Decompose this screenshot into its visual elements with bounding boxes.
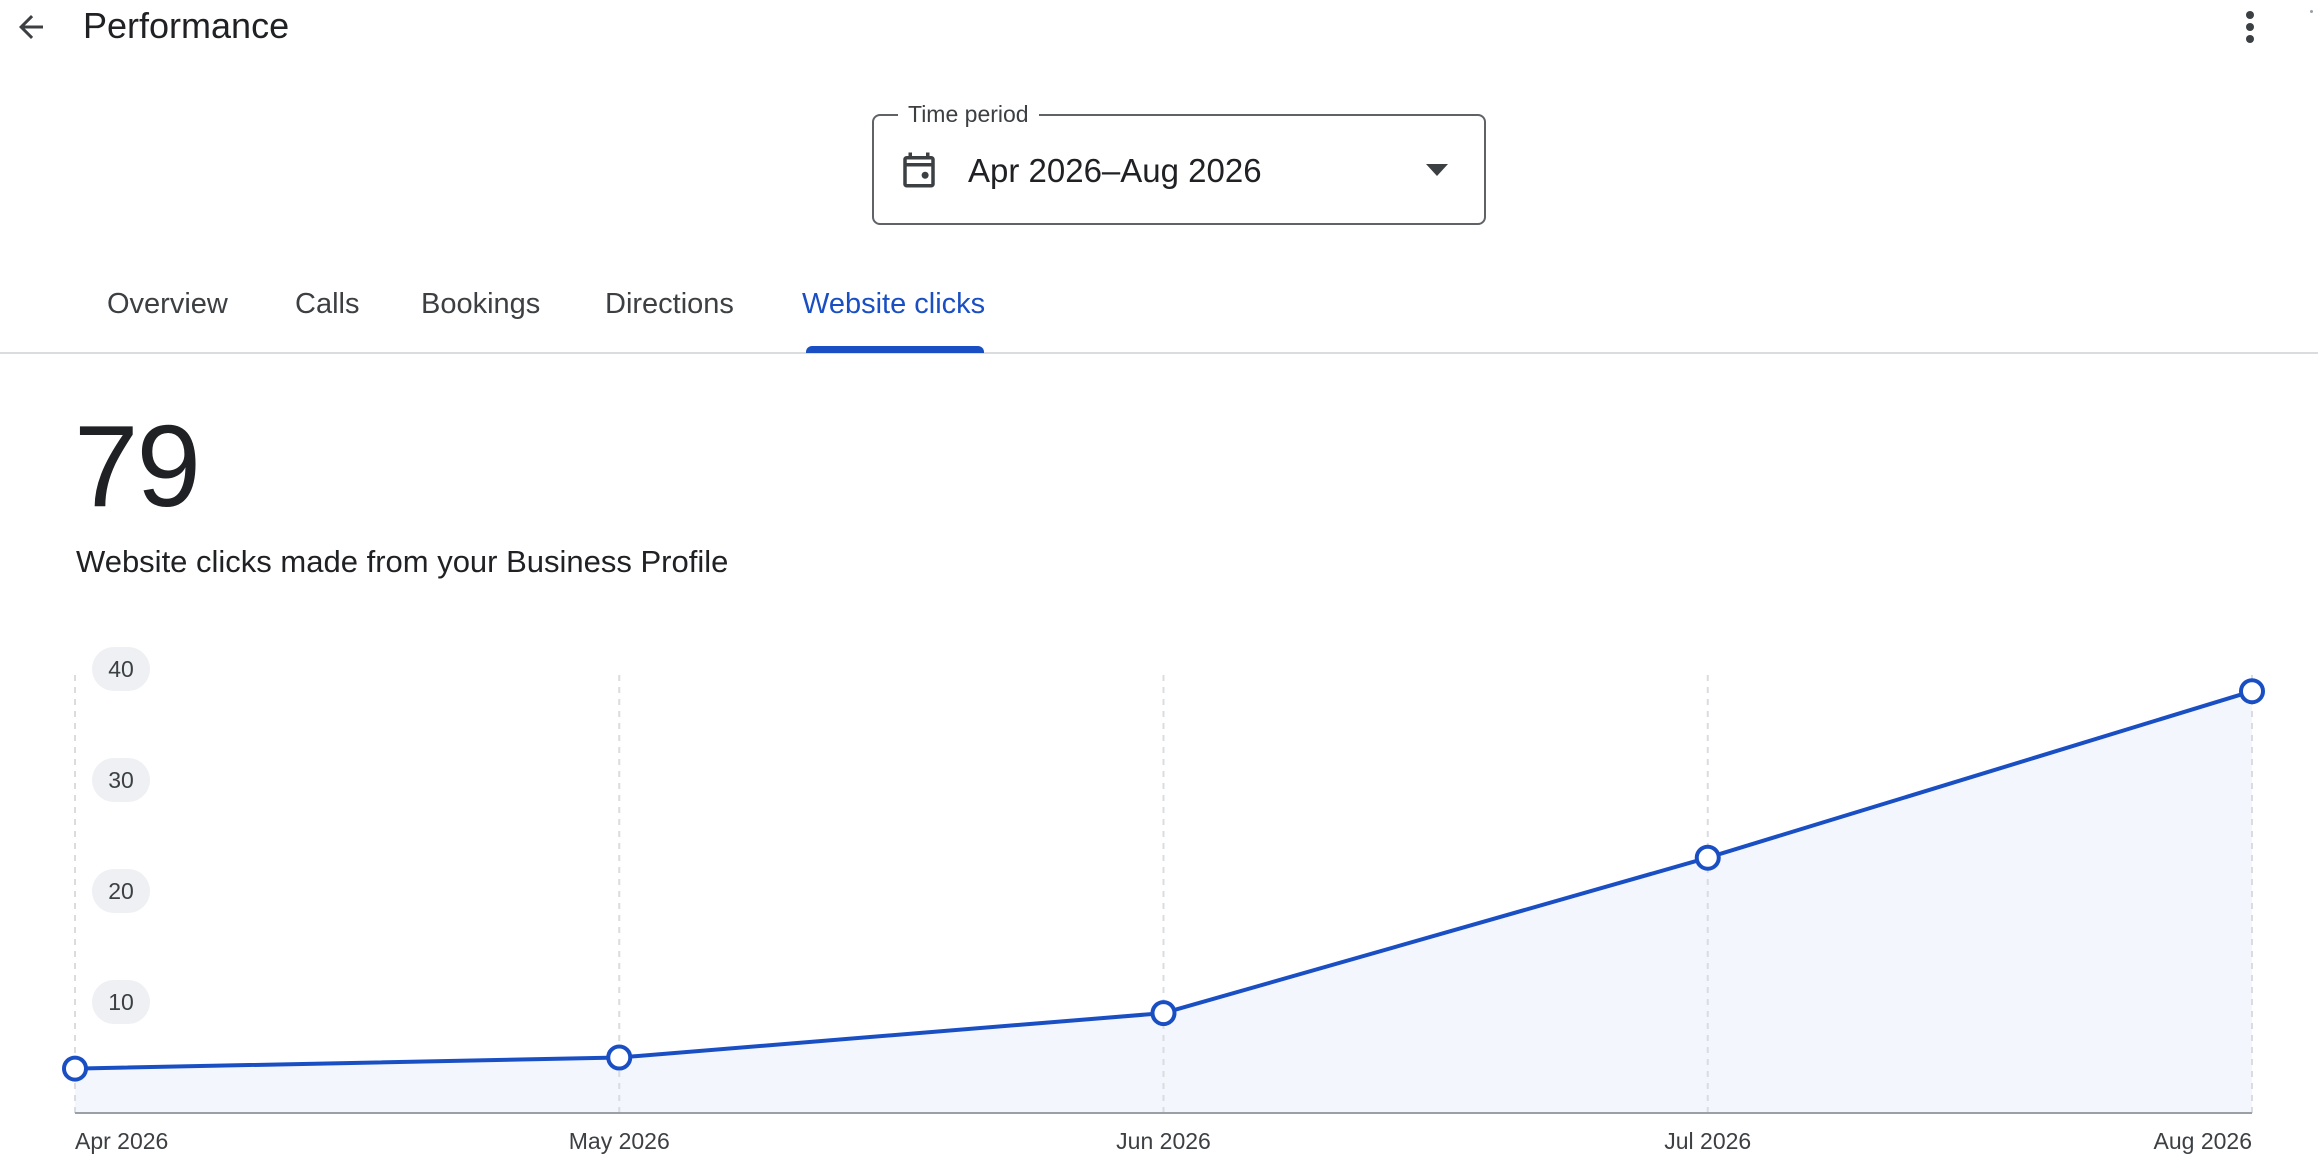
x-tick-label: Aug 2026 [2153, 1128, 2252, 1154]
chart-data-point [1150, 1000, 1177, 1027]
x-tick-label: Apr 2026 [75, 1128, 169, 1154]
page-title: Performance [83, 5, 290, 46]
tab-website-clicks[interactable]: Website clicks [802, 288, 986, 320]
tab-directions[interactable]: Directions [605, 288, 734, 320]
time-period-value: Apr 2026–Aug 2026 [968, 152, 1262, 189]
time-period-select[interactable]: Time period Apr 2026–Aug 2026 [872, 100, 1486, 225]
active-tab-indicator [806, 346, 984, 353]
chart-data-point [2239, 678, 2265, 705]
metric-description: Website clicks made from your Business P… [76, 544, 729, 579]
more-vert-icon [2246, 11, 2254, 43]
y-tick-label: 30 [92, 758, 150, 802]
calendar-icon [903, 152, 935, 188]
x-tick-label: Jun 2026 [1116, 1128, 1211, 1154]
arrow-drop-down-icon [1426, 164, 1448, 176]
chart-area-fill [75, 691, 2252, 1113]
chart-data-point [606, 1044, 633, 1071]
metric-total: 79 [74, 401, 201, 531]
tab-overview[interactable]: Overview [107, 288, 228, 320]
time-period-label: Time period [898, 100, 1039, 128]
more-options-button[interactable] [2230, 2, 2270, 52]
x-tick-label: Jul 2026 [1664, 1128, 1752, 1154]
y-tick-label: 10 [92, 980, 150, 1024]
y-tick-label: 20 [92, 869, 150, 913]
chart-data-point [62, 1055, 88, 1082]
website-clicks-chart: 10 20 30 40 Apr 2026 May 2026 Jun 2026 Jul 2026… [0, 640, 2318, 1168]
edge-fragment [2310, 10, 2313, 13]
x-tick-label: May 2026 [568, 1128, 670, 1154]
tab-bookings[interactable]: Bookings [421, 288, 541, 320]
chart-plot [62, 675, 2265, 1114]
arrow-back-icon [19, 15, 43, 39]
chart-data-point [1694, 844, 1721, 871]
back-button[interactable] [8, 4, 54, 50]
tab-calls[interactable]: Calls [295, 288, 360, 320]
tab-bar: Overview Calls Bookings Directions Websi… [0, 270, 2318, 354]
y-tick-label: 40 [92, 647, 150, 691]
